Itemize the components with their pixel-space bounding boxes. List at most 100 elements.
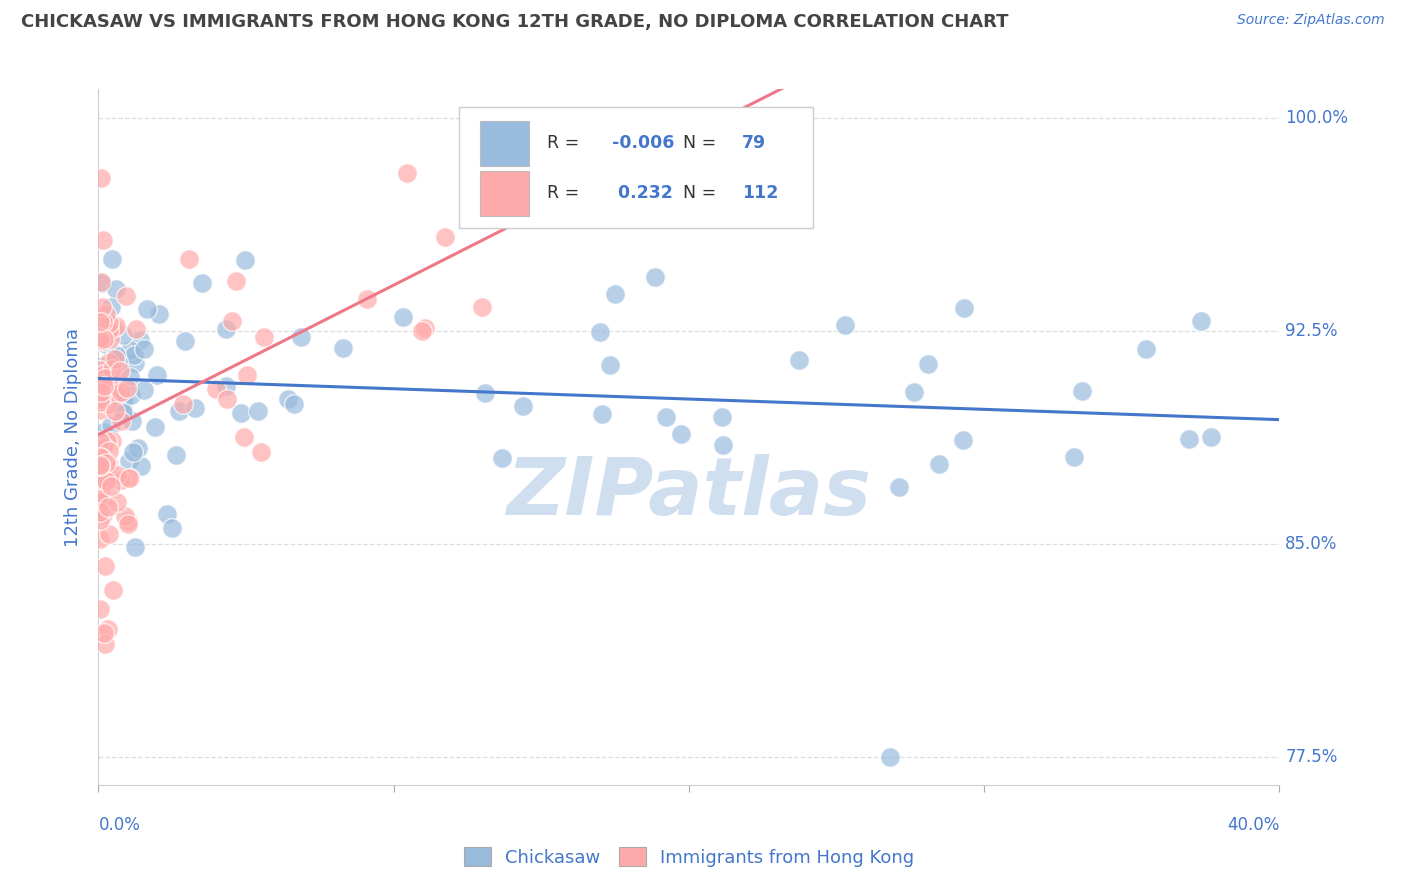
Point: [474, 386, 496, 401]
Point: [89, 394, 111, 409]
Text: 0.232: 0.232: [612, 185, 673, 202]
Point: [644, 270, 666, 285]
Point: [115, 288, 138, 302]
Point: [89, 459, 111, 474]
Point: [117, 517, 139, 532]
Point: [91, 450, 114, 465]
Point: [104, 404, 127, 418]
Point: [96, 458, 118, 472]
Text: 40.0%: 40.0%: [1227, 816, 1279, 834]
Point: [516, 136, 538, 151]
Point: [100, 417, 122, 432]
Point: [110, 414, 132, 428]
Point: [91, 472, 114, 486]
Point: [471, 300, 494, 314]
Point: [184, 401, 207, 415]
Point: [112, 328, 135, 343]
Point: [411, 324, 433, 338]
Point: [100, 383, 122, 397]
Point: [156, 508, 179, 522]
Point: [101, 252, 124, 266]
Point: [711, 438, 734, 452]
Point: [928, 457, 950, 471]
Text: 100.0%: 100.0%: [1285, 109, 1348, 127]
Text: 112: 112: [742, 185, 779, 202]
Point: [114, 508, 136, 523]
Point: [91, 315, 114, 329]
Point: [174, 334, 197, 348]
Point: [107, 354, 129, 368]
Point: [215, 392, 238, 406]
Point: [124, 540, 146, 554]
Text: 0.0%: 0.0%: [98, 816, 141, 834]
Point: [127, 441, 149, 455]
Point: [290, 329, 312, 343]
Point: [93, 379, 115, 393]
Point: [903, 385, 925, 400]
Point: [1063, 450, 1085, 465]
Point: [90, 378, 112, 392]
Point: [89, 532, 111, 546]
Point: [160, 521, 183, 535]
Point: [93, 625, 115, 640]
Point: [392, 310, 415, 324]
Point: [120, 343, 142, 358]
Point: [100, 434, 122, 449]
Point: [90, 276, 112, 290]
Point: [887, 480, 910, 494]
Point: [100, 479, 122, 493]
Point: [104, 350, 127, 364]
Point: [89, 505, 111, 519]
Text: N =: N =: [683, 134, 721, 153]
Point: [93, 440, 115, 454]
Point: [117, 514, 139, 528]
Point: [236, 368, 259, 383]
Point: [250, 445, 273, 459]
Point: [103, 321, 125, 335]
Point: [132, 342, 155, 356]
Point: [90, 483, 112, 498]
Point: [215, 322, 238, 336]
FancyBboxPatch shape: [479, 170, 530, 216]
Point: [97, 323, 120, 337]
Point: [124, 356, 146, 370]
Point: [146, 368, 169, 382]
Point: [177, 252, 200, 267]
Y-axis label: 12th Grade, No Diploma: 12th Grade, No Diploma: [65, 327, 83, 547]
Point: [104, 318, 127, 333]
Point: [105, 282, 128, 296]
Point: [94, 336, 117, 351]
Point: [787, 353, 810, 368]
Point: [1071, 384, 1094, 399]
Point: [90, 318, 112, 332]
Point: [277, 392, 299, 406]
Text: Source: ZipAtlas.com: Source: ZipAtlas.com: [1237, 13, 1385, 28]
Point: [89, 458, 111, 472]
Point: [96, 329, 118, 343]
Point: [100, 300, 122, 314]
Point: [215, 379, 238, 393]
Point: [90, 441, 112, 455]
Point: [103, 583, 125, 598]
Point: [111, 405, 134, 419]
Point: [190, 277, 212, 291]
Point: [90, 442, 112, 457]
Point: [120, 388, 142, 402]
Point: [143, 420, 166, 434]
Point: [90, 498, 112, 512]
Point: [952, 433, 974, 447]
Point: [90, 170, 112, 185]
Text: ZIPatlas: ZIPatlas: [506, 454, 872, 532]
Point: [491, 450, 513, 465]
Point: [93, 334, 115, 348]
Point: [115, 381, 138, 395]
Point: [120, 369, 142, 384]
Point: [395, 166, 418, 180]
Point: [134, 383, 156, 397]
Point: [413, 320, 436, 334]
Point: [105, 468, 128, 483]
Point: [100, 372, 122, 386]
Point: [89, 601, 111, 615]
Point: [91, 300, 114, 314]
Text: N =: N =: [683, 185, 721, 202]
